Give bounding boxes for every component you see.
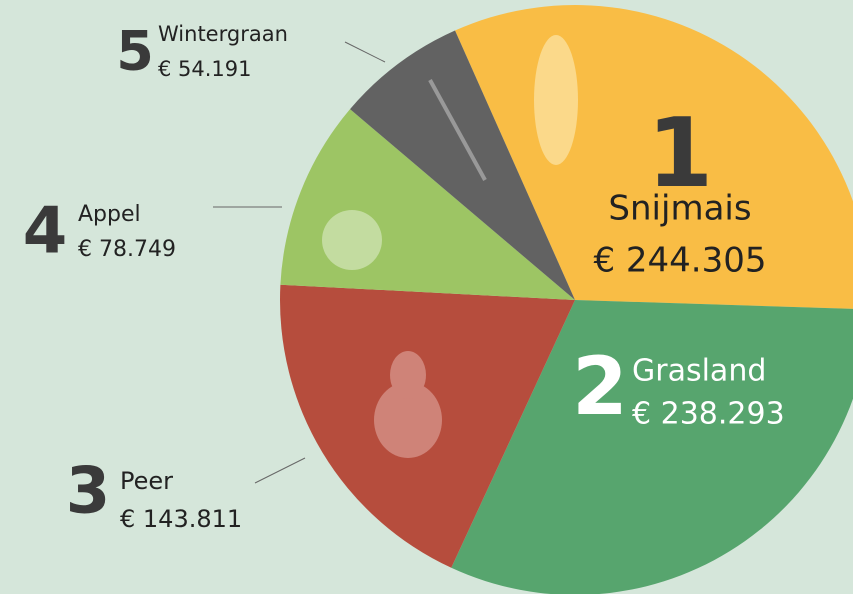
rank-label: 3 [66,455,111,529]
apple-icon [322,210,382,270]
rank-label: 4 [23,195,68,269]
value-label: € 143.811 [120,505,242,533]
category-label: Snijmais [608,189,751,229]
category-label: Peer [120,467,173,495]
chart: 1Snijmais€ 244.3052Grasland€ 238.2933Pee… [0,0,853,594]
corn-icon [534,35,578,165]
value-label: € 54.191 [158,57,252,81]
value-label: € 78.749 [78,237,176,262]
rank-label: 2 [572,340,628,433]
value-label: € 244.305 [593,241,766,281]
category-label: Appel [78,202,141,227]
category-label: Grasland [632,354,766,389]
pear-icon [390,351,426,399]
value-label: € 238.293 [632,397,785,432]
rank-label: 5 [116,20,154,83]
category-label: Wintergraan [158,22,288,46]
